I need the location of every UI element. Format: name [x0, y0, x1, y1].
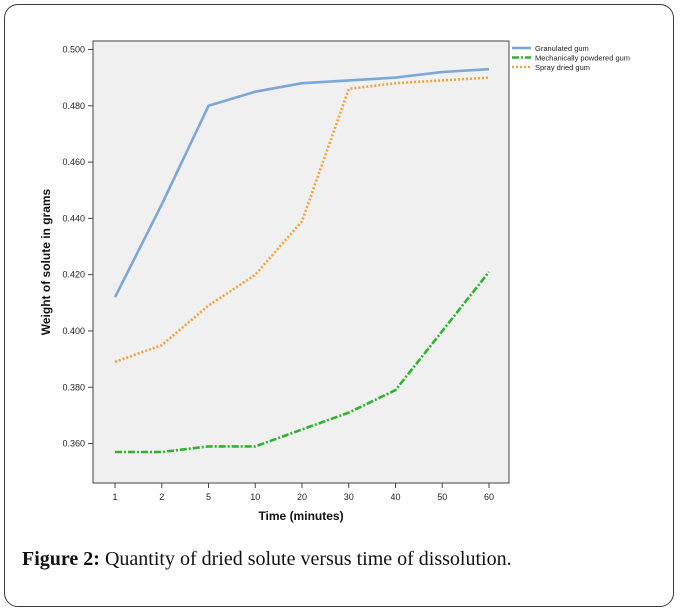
legend-label: Mechanically powdered gum	[535, 54, 630, 63]
y-axis-title: Weight of solute in grams	[39, 188, 53, 335]
x-tick-label: 1	[112, 492, 117, 502]
plot-area	[92, 40, 510, 484]
x-tick-label: 40	[390, 492, 400, 502]
x-axis-title: Time (minutes)	[258, 509, 343, 523]
y-tick-label: 0.500	[62, 44, 85, 54]
y-tick-label: 0.480	[62, 101, 85, 111]
x-tick-label: 30	[344, 492, 354, 502]
y-tick-label: 0.420	[62, 270, 85, 280]
caption-label: Figure 2:	[22, 548, 100, 570]
series-line-2	[115, 271, 491, 454]
y-tick-label: 0.380	[62, 382, 85, 392]
x-axis: 1 2 5 10 20 30 40 50 60	[112, 483, 494, 502]
caption-text: Quantity of dried solute versus time of …	[99, 548, 512, 570]
figure-caption: Figure 2: Quantity of dried solute versu…	[22, 548, 662, 571]
series-line-1	[113, 67, 490, 298]
y-tick-label: 0.440	[62, 213, 85, 223]
x-tick-label: 2	[159, 492, 164, 502]
y-axis: 0.360 0.380 0.400 0.420 0.440 0.460 0.480 0.500	[62, 44, 93, 449]
x-tick-label: 10	[250, 492, 260, 502]
y-tick-label: 0.460	[62, 157, 85, 167]
series-line-3	[114, 76, 490, 364]
legend-label: Spray dried gum	[535, 63, 590, 72]
series-layer	[113, 67, 491, 454]
legend-label: Granulated gum	[535, 44, 589, 53]
y-tick-label: 0.400	[62, 326, 85, 336]
x-tick-label: 50	[437, 492, 447, 502]
x-tick-label: 60	[484, 492, 494, 502]
x-tick-label: 20	[297, 492, 307, 502]
y-tick-label: 0.360	[62, 439, 85, 449]
x-tick-label: 5	[206, 492, 211, 502]
